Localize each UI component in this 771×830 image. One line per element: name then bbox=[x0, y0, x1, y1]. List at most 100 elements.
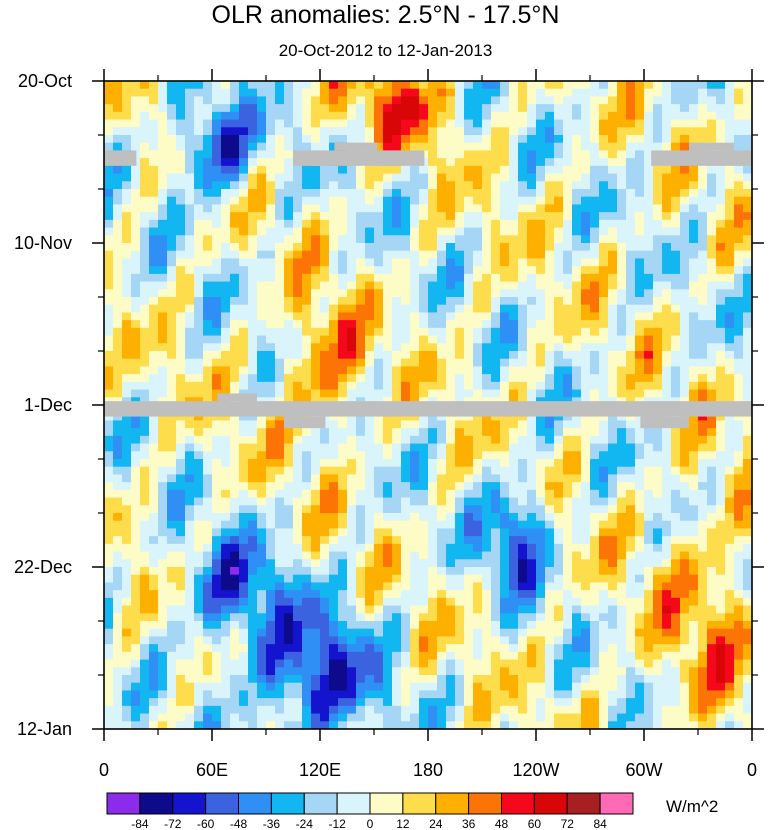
heatmap-cell bbox=[428, 374, 438, 383]
heatmap-cell bbox=[131, 189, 141, 198]
heatmap-cell bbox=[527, 173, 537, 182]
heatmap-cell bbox=[725, 96, 735, 105]
heatmap-cell bbox=[662, 443, 672, 452]
heatmap-cell bbox=[725, 258, 735, 267]
heatmap-cell bbox=[122, 219, 132, 229]
heatmap-cell bbox=[329, 189, 339, 198]
heatmap-cell bbox=[338, 520, 348, 530]
heatmap-cell bbox=[158, 536, 168, 545]
heatmap-cell bbox=[653, 258, 663, 267]
heatmap-cell bbox=[716, 567, 726, 576]
heatmap-cell bbox=[428, 204, 438, 213]
heatmap-cell bbox=[374, 243, 384, 252]
heatmap-cell bbox=[140, 351, 150, 360]
heatmap-cell bbox=[500, 528, 510, 537]
heatmap-cell bbox=[581, 227, 591, 236]
heatmap-cell bbox=[698, 482, 708, 491]
heatmap-cell bbox=[707, 520, 717, 530]
heatmap-cell bbox=[581, 266, 591, 275]
heatmap-cell bbox=[518, 81, 528, 90]
heatmap-cell bbox=[203, 173, 213, 182]
heatmap-cell bbox=[608, 428, 618, 437]
heatmap-cell bbox=[419, 451, 429, 460]
heatmap-cell bbox=[482, 104, 492, 113]
heatmap-cell bbox=[428, 567, 438, 576]
heatmap-cell bbox=[239, 412, 249, 422]
heatmap-cell bbox=[131, 88, 141, 98]
heatmap-cell bbox=[293, 505, 303, 514]
heatmap-cell bbox=[320, 119, 330, 128]
heatmap-cell bbox=[626, 273, 636, 283]
heatmap-cell bbox=[401, 505, 411, 514]
heatmap-cell bbox=[590, 119, 600, 128]
heatmap-cell bbox=[158, 235, 168, 244]
heatmap-cell bbox=[410, 513, 420, 522]
heatmap-cell bbox=[518, 243, 528, 252]
heatmap-cell bbox=[725, 189, 735, 198]
heatmap-cell bbox=[545, 489, 555, 499]
heatmap-cell bbox=[293, 81, 303, 90]
heatmap-cell bbox=[680, 312, 690, 321]
heatmap-cell bbox=[689, 119, 699, 128]
heatmap-cell bbox=[608, 266, 618, 275]
heatmap-cell bbox=[230, 158, 240, 167]
heatmap-cell bbox=[104, 81, 114, 90]
heatmap-cell bbox=[671, 474, 681, 483]
heatmap-cell bbox=[194, 196, 204, 206]
heatmap-cell bbox=[347, 474, 357, 483]
heatmap-cell bbox=[383, 204, 393, 213]
heatmap-cell bbox=[257, 243, 267, 252]
heatmap-cell bbox=[212, 104, 222, 113]
heatmap-cell bbox=[617, 513, 627, 522]
heatmap-cell bbox=[644, 428, 654, 437]
heatmap-cell bbox=[644, 204, 654, 213]
heatmap-cell bbox=[122, 320, 132, 329]
heatmap-cell bbox=[212, 150, 222, 159]
heatmap-cell bbox=[158, 574, 168, 584]
heatmap-cell bbox=[203, 150, 213, 159]
heatmap-cell bbox=[122, 227, 132, 236]
heatmap-cell bbox=[176, 605, 186, 614]
heatmap-cell bbox=[131, 96, 141, 105]
heatmap-cell bbox=[176, 613, 186, 622]
heatmap-cell bbox=[293, 358, 303, 368]
heatmap-cell bbox=[725, 489, 735, 499]
heatmap-cell bbox=[131, 574, 141, 584]
heatmap-cell bbox=[365, 189, 375, 198]
heatmap-cell bbox=[698, 559, 708, 568]
heatmap-cell bbox=[491, 189, 501, 198]
heatmap-cell bbox=[464, 142, 474, 152]
heatmap-cell bbox=[167, 435, 177, 445]
heatmap-cell bbox=[572, 443, 582, 452]
heatmap-cell bbox=[266, 111, 276, 121]
heatmap-cell bbox=[302, 250, 312, 260]
heatmap-cell bbox=[707, 243, 717, 252]
heatmap-cell bbox=[734, 443, 744, 452]
heatmap-cell bbox=[401, 111, 411, 121]
heatmap-cell bbox=[635, 381, 645, 391]
heatmap-cell bbox=[284, 304, 294, 314]
heatmap-cell bbox=[671, 381, 681, 391]
heatmap-cell bbox=[203, 443, 213, 452]
heatmap-cell bbox=[365, 520, 375, 530]
heatmap-cell bbox=[482, 389, 492, 398]
heatmap-cell bbox=[410, 312, 420, 321]
heatmap-cell bbox=[140, 312, 150, 321]
heatmap-cell bbox=[500, 605, 510, 614]
heatmap-cell bbox=[500, 567, 510, 576]
heatmap-cell bbox=[725, 88, 735, 98]
heatmap-cell bbox=[662, 173, 672, 182]
heatmap-cell bbox=[455, 243, 465, 252]
heatmap-cell bbox=[545, 212, 555, 221]
heatmap-cell bbox=[293, 343, 303, 352]
heatmap-cell bbox=[509, 428, 519, 437]
heatmap-cell bbox=[491, 489, 501, 499]
heatmap-cell bbox=[518, 196, 528, 206]
heatmap-cell bbox=[545, 513, 555, 522]
heatmap-cell bbox=[680, 327, 690, 337]
heatmap-cell bbox=[329, 451, 339, 460]
heatmap-cell bbox=[275, 605, 285, 614]
heatmap-cell bbox=[257, 543, 267, 553]
heatmap-cell bbox=[257, 459, 267, 468]
heatmap-cell bbox=[554, 312, 564, 321]
